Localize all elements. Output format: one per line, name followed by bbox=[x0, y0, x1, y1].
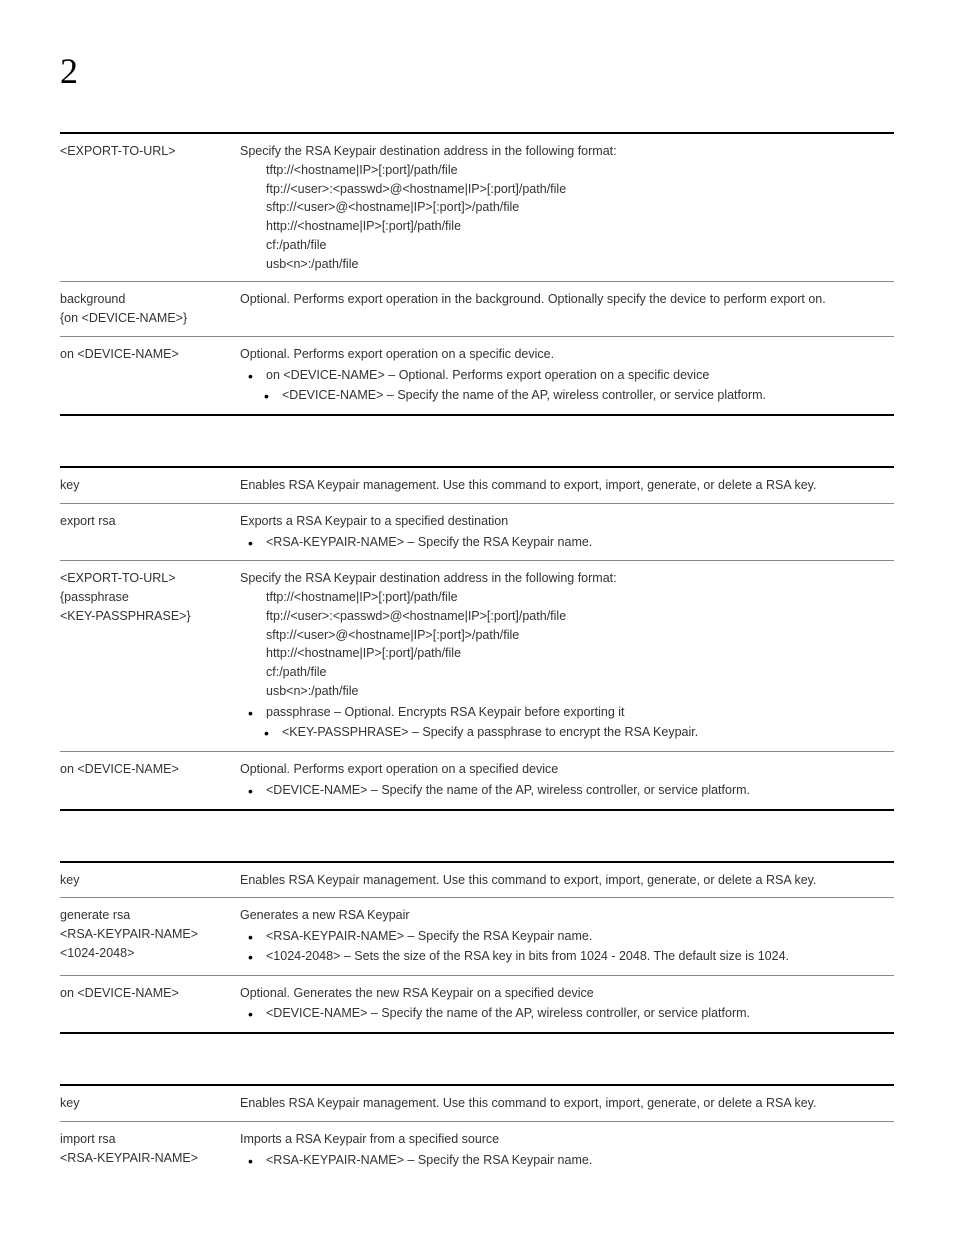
param-text: {on <DEVICE-NAME>} bbox=[60, 309, 230, 328]
desc-cell: Exports a RSA Keypair to a specified des… bbox=[240, 503, 894, 561]
table-row: <EXPORT-TO-URL> Specify the RSA Keypair d… bbox=[60, 133, 894, 282]
param-text: background bbox=[60, 290, 230, 309]
desc-text: Optional. Performs export operation on a… bbox=[240, 345, 884, 364]
param-cell: on <DEVICE-NAME> bbox=[60, 975, 240, 1033]
nested-bullet-item: <KEY-PASSPHRASE> – Specify a passphrase … bbox=[240, 723, 884, 742]
parameter-table: keyEnables RSA Keypair management. Use t… bbox=[60, 861, 894, 1035]
param-text: on <DEVICE-NAME> bbox=[60, 760, 230, 779]
param-cell: export rsa bbox=[60, 503, 240, 561]
desc-text: Specify the RSA Keypair destination addr… bbox=[240, 142, 884, 161]
param-cell: background{on <DEVICE-NAME>} bbox=[60, 282, 240, 337]
desc-cell: Imports a RSA Keypair from a specified s… bbox=[240, 1121, 894, 1178]
desc-indent-text: sftp://<user>@<hostname|IP>[:port]>/path… bbox=[240, 198, 884, 217]
desc-indent-text: cf:/path/file bbox=[240, 236, 884, 255]
param-text: <RSA-KEYPAIR-NAME> bbox=[60, 1149, 230, 1168]
bullet-item: <1024-2048> – Sets the size of the RSA k… bbox=[240, 947, 884, 966]
desc-text: Optional. Performs export operation in t… bbox=[240, 290, 884, 309]
table-header-param: key bbox=[60, 862, 240, 898]
desc-cell: Specify the RSA Keypair destination addr… bbox=[240, 133, 894, 282]
table-row: background{on <DEVICE-NAME>}Optional. Pe… bbox=[60, 282, 894, 337]
desc-text: Exports a RSA Keypair to a specified des… bbox=[240, 512, 884, 531]
table-header-desc: Enables RSA Keypair management. Use this… bbox=[240, 467, 894, 503]
chapter-number: 2 bbox=[60, 50, 894, 92]
param-text: <1024-2048> bbox=[60, 944, 230, 963]
param-cell: <EXPORT-TO-URL> bbox=[60, 133, 240, 282]
table-row: <EXPORT-TO-URL>{passphrase<KEY-PASSPHRAS… bbox=[60, 561, 894, 752]
table-row: on <DEVICE-NAME> Optional. Performs expor… bbox=[60, 752, 894, 810]
param-text: <KEY-PASSPHRASE>} bbox=[60, 607, 230, 626]
param-cell: generate rsa<RSA-KEYPAIR-NAME><1024-2048… bbox=[60, 898, 240, 975]
param-cell: on <DEVICE-NAME> bbox=[60, 336, 240, 415]
table-header-desc: Enables RSA Keypair management. Use this… bbox=[240, 862, 894, 898]
desc-indent-text: sftp://<user>@<hostname|IP>[:port]>/path… bbox=[240, 626, 884, 645]
desc-indent-text: ftp://<user>:<passwd>@<hostname|IP>[:por… bbox=[240, 180, 884, 199]
desc-indent-text: http://<hostname|IP>[:port]/path/file bbox=[240, 217, 884, 236]
table-header-desc: Enables RSA Keypair management. Use this… bbox=[240, 1085, 894, 1121]
param-text: import rsa bbox=[60, 1130, 230, 1149]
desc-indent-text: tftp://<hostname|IP>[:port]/path/file bbox=[240, 161, 884, 180]
param-text: <EXPORT-TO-URL> bbox=[60, 569, 230, 588]
parameter-table: keyEnables RSA Keypair management. Use t… bbox=[60, 1084, 894, 1178]
desc-indent-text: tftp://<hostname|IP>[:port]/path/file bbox=[240, 588, 884, 607]
desc-text: Optional. Performs export operation on a… bbox=[240, 760, 884, 779]
bullet-item: on <DEVICE-NAME> – Optional. Performs ex… bbox=[240, 366, 884, 385]
bullet-item: <RSA-KEYPAIR-NAME> – Specify the RSA Key… bbox=[240, 927, 884, 946]
nested-bullet-list: <KEY-PASSPHRASE> – Specify a passphrase … bbox=[240, 723, 884, 742]
desc-indent-text: http://<hostname|IP>[:port]/path/file bbox=[240, 644, 884, 663]
bullet-list: <DEVICE-NAME> – Specify the name of the … bbox=[240, 781, 884, 800]
table-row: on <DEVICE-NAME> Optional. Performs expor… bbox=[60, 336, 894, 415]
param-text: {passphrase bbox=[60, 588, 230, 607]
desc-cell: Optional. Generates the new RSA Keypair … bbox=[240, 975, 894, 1033]
desc-text: Generates a new RSA Keypair bbox=[240, 906, 884, 925]
table-row: generate rsa<RSA-KEYPAIR-NAME><1024-2048… bbox=[60, 898, 894, 975]
desc-indent-text: usb<n>:/path/file bbox=[240, 255, 884, 274]
nested-bullet-item: <DEVICE-NAME> – Specify the name of the … bbox=[240, 386, 884, 405]
bullet-item: <RSA-KEYPAIR-NAME> – Specify the RSA Key… bbox=[240, 533, 884, 552]
desc-indent-text: ftp://<user>:<passwd>@<hostname|IP>[:por… bbox=[240, 607, 884, 626]
table-row: on <DEVICE-NAME> Optional. Generates the … bbox=[60, 975, 894, 1033]
param-text: <RSA-KEYPAIR-NAME> bbox=[60, 925, 230, 944]
parameter-table: keyEnables RSA Keypair management. Use t… bbox=[60, 466, 894, 811]
param-cell: on <DEVICE-NAME> bbox=[60, 752, 240, 810]
desc-text: Specify the RSA Keypair destination addr… bbox=[240, 569, 884, 588]
param-cell: <EXPORT-TO-URL>{passphrase<KEY-PASSPHRAS… bbox=[60, 561, 240, 752]
bullet-list: on <DEVICE-NAME> – Optional. Performs ex… bbox=[240, 366, 884, 385]
bullet-item: <DEVICE-NAME> – Specify the name of the … bbox=[240, 1004, 884, 1023]
table-row: export rsa Exports a RSA Keypair to a spe… bbox=[60, 503, 894, 561]
parameter-table: <EXPORT-TO-URL> Specify the RSA Keypair d… bbox=[60, 132, 894, 416]
desc-indent-text: cf:/path/file bbox=[240, 663, 884, 682]
desc-text: Imports a RSA Keypair from a specified s… bbox=[240, 1130, 884, 1149]
tables-container: <EXPORT-TO-URL> Specify the RSA Keypair d… bbox=[60, 132, 894, 1178]
param-text: export rsa bbox=[60, 512, 230, 531]
bullet-list: <RSA-KEYPAIR-NAME> – Specify the RSA Key… bbox=[240, 1151, 884, 1170]
desc-cell: Generates a new RSA Keypair <RSA-KEYPAIR-… bbox=[240, 898, 894, 975]
bullet-item: passphrase – Optional. Encrypts RSA Keyp… bbox=[240, 703, 884, 722]
bullet-item: <RSA-KEYPAIR-NAME> – Specify the RSA Key… bbox=[240, 1151, 884, 1170]
bullet-item: <DEVICE-NAME> – Specify the name of the … bbox=[240, 781, 884, 800]
param-text: on <DEVICE-NAME> bbox=[60, 984, 230, 1003]
bullet-list: <RSA-KEYPAIR-NAME> – Specify the RSA Key… bbox=[240, 533, 884, 552]
table-row: import rsa<RSA-KEYPAIR-NAME>Imports a RS… bbox=[60, 1121, 894, 1178]
desc-cell: Specify the RSA Keypair destination addr… bbox=[240, 561, 894, 752]
param-text: <EXPORT-TO-URL> bbox=[60, 142, 230, 161]
param-cell: import rsa<RSA-KEYPAIR-NAME> bbox=[60, 1121, 240, 1178]
bullet-list: <DEVICE-NAME> – Specify the name of the … bbox=[240, 1004, 884, 1023]
nested-bullet-list: <DEVICE-NAME> – Specify the name of the … bbox=[240, 386, 884, 405]
bullet-list: passphrase – Optional. Encrypts RSA Keyp… bbox=[240, 703, 884, 722]
desc-indent-text: usb<n>:/path/file bbox=[240, 682, 884, 701]
desc-cell: Optional. Performs export operation on a… bbox=[240, 752, 894, 810]
table-header-param: key bbox=[60, 467, 240, 503]
desc-text: Optional. Generates the new RSA Keypair … bbox=[240, 984, 884, 1003]
param-text: on <DEVICE-NAME> bbox=[60, 345, 230, 364]
desc-cell: Optional. Performs export operation in t… bbox=[240, 282, 894, 337]
table-header-param: key bbox=[60, 1085, 240, 1121]
bullet-list: <RSA-KEYPAIR-NAME> – Specify the RSA Key… bbox=[240, 927, 884, 966]
desc-cell: Optional. Performs export operation on a… bbox=[240, 336, 894, 415]
param-text: generate rsa bbox=[60, 906, 230, 925]
